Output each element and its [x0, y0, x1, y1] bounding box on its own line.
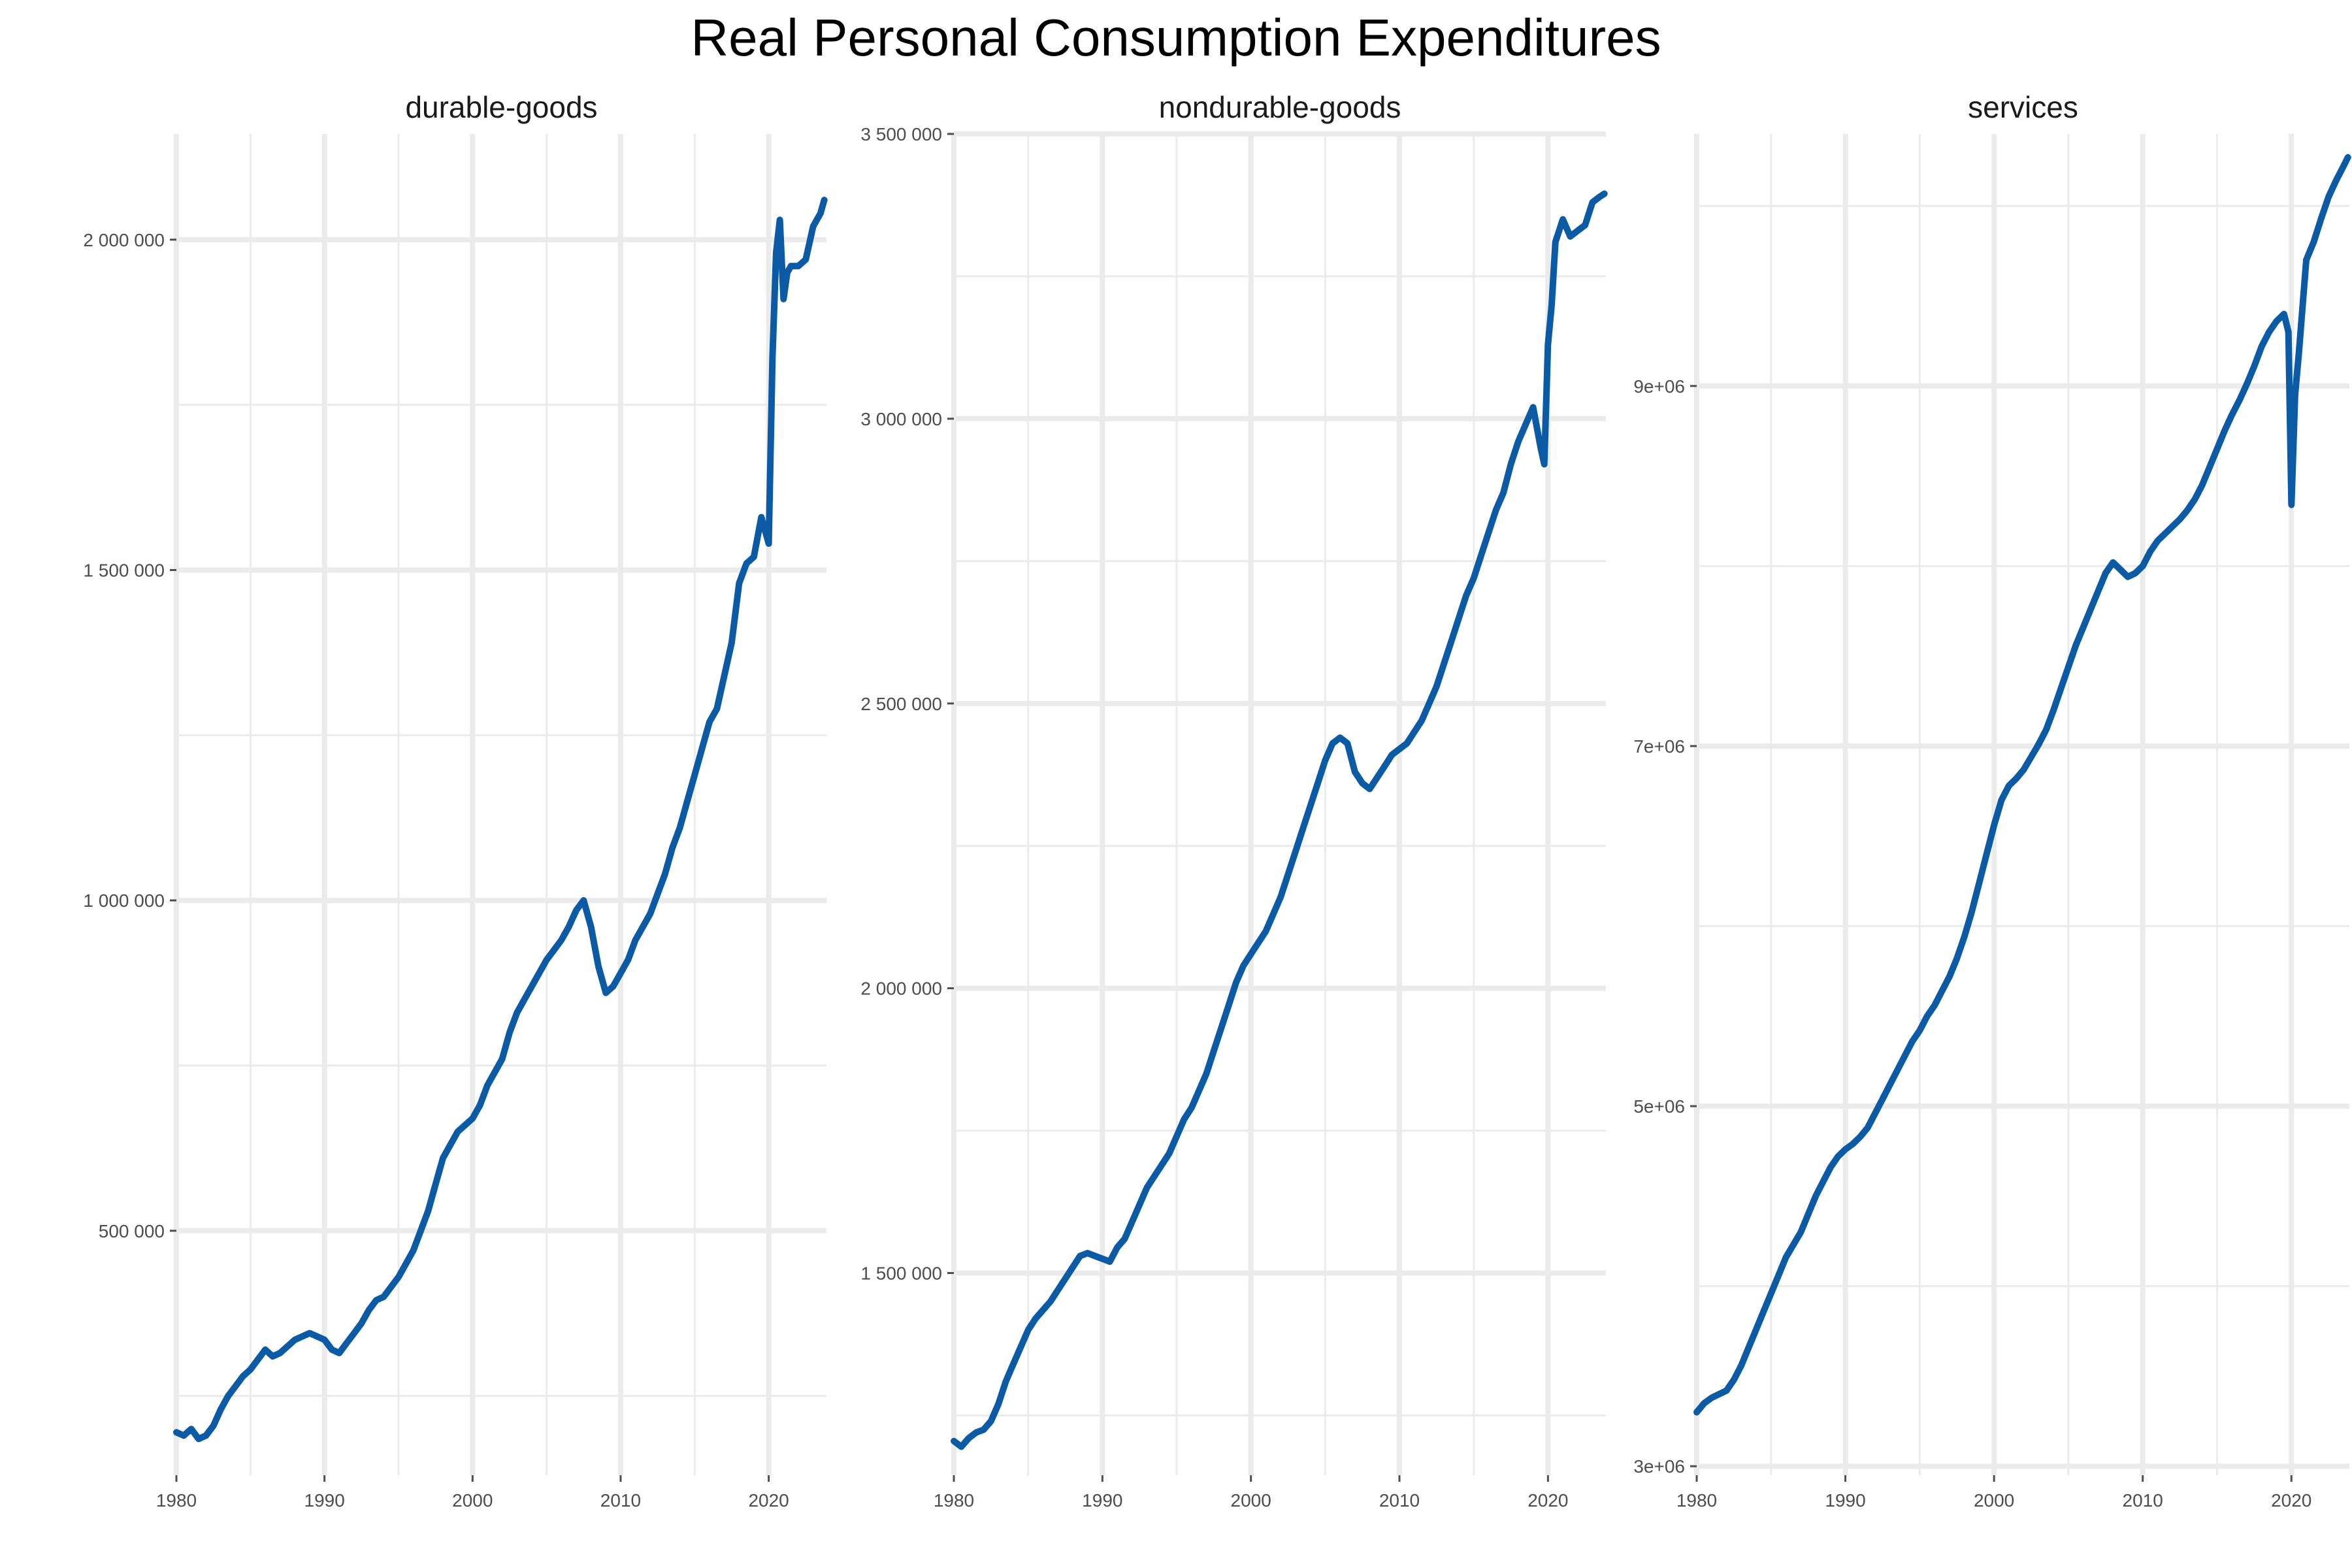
y-tick-label: 1 500 000 [83, 560, 165, 580]
x-tick-label: 2010 [600, 1490, 641, 1511]
y-tick-label: 500 000 [99, 1221, 165, 1241]
facet-title: nondurable-goods [1159, 90, 1401, 124]
x-tick-label: 1990 [304, 1490, 345, 1511]
y-tick-label: 2 500 000 [860, 694, 942, 714]
x-tick-label: 1980 [934, 1490, 974, 1511]
x-tick-label: 1980 [156, 1490, 197, 1511]
facet-panel-nondurable-goods: 1980 1990 2000 2010 2020 1 500 000 2 000 000 2 … [860, 90, 1608, 1511]
series-line [173, 197, 828, 1443]
x-tick-label: 1980 [1676, 1490, 1717, 1511]
series-line [951, 190, 1608, 1450]
x-tick-label: 2020 [748, 1490, 789, 1511]
series-line [1693, 154, 2351, 1416]
facet-panel-services: 1980 1990 2000 2010 2020 3e+06 5e+06 7e+06 9e+06… [1633, 90, 2351, 1511]
y-tick-label: 7e+06 [1633, 736, 1685, 757]
y-tick-label: 2 000 000 [83, 230, 165, 250]
chart-title: Real Personal Consumption Expenditures [691, 8, 1661, 67]
y-tick-label: 9e+06 [1633, 376, 1685, 397]
x-tick-label: 2020 [2271, 1490, 2311, 1511]
x-tick-label: 2000 [452, 1490, 493, 1511]
y-tick-label: 3 000 000 [860, 409, 942, 429]
facet-title: services [1968, 90, 2078, 124]
y-tick-label: 5e+06 [1633, 1096, 1685, 1117]
y-tick-label: 3 500 000 [860, 124, 942, 144]
y-tick-label: 1 000 000 [83, 890, 165, 911]
x-tick-label: 2000 [1974, 1490, 2014, 1511]
x-tick-label: 2000 [1231, 1490, 1271, 1511]
facet-panel-durable-goods: 1980 1990 2000 2010 2020 500 000 1 000 000 1 50… [83, 90, 828, 1511]
y-tick-label: 1 500 000 [860, 1264, 942, 1284]
x-tick-label: 1990 [1082, 1490, 1122, 1511]
x-tick-label: 2010 [1379, 1490, 1420, 1511]
x-tick-label: 1990 [1825, 1490, 1865, 1511]
y-tick-label: 2 000 000 [860, 979, 942, 999]
x-tick-label: 2020 [1527, 1490, 1568, 1511]
facet-title: durable-goods [405, 90, 597, 124]
x-tick-label: 2010 [2123, 1490, 2163, 1511]
y-tick-label: 3e+06 [1633, 1456, 1685, 1477]
